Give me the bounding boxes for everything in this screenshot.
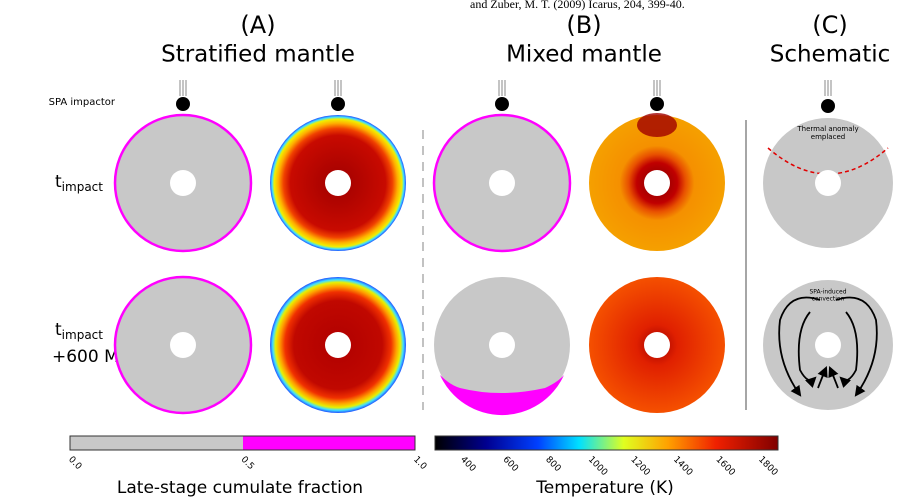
colorbar-tick-label: 1400 [671,455,694,478]
annotation: convection [812,296,845,303]
disks [115,80,893,415]
anomaly [637,113,677,137]
annotation: emplaced [811,133,845,141]
colorbar-segment [243,436,415,450]
colorbar-tick-label: 400 [458,455,477,474]
colorbar-tick-label: 1.0 [411,455,428,472]
colorbar-tick-label: 0.0 [66,455,83,472]
row-label: timpact [55,320,103,342]
colorbar-tick-label: 1200 [628,455,651,478]
figure: and Zuber, M. T. (2009) Icarus, 204, 399… [0,0,899,497]
annotation: Thermal anomaly [796,125,858,133]
colorbar-tick-label: 1800 [756,455,779,478]
colorbar-tick-label: 600 [501,455,520,474]
colorbar [435,436,778,450]
panel-letter: (A) [240,11,275,39]
colorbar-tick-label: 1600 [714,455,737,478]
row-subscript: impact [62,180,104,194]
panel-letter: (B) [566,11,601,39]
colorbar-label: Late-stage cumulate fraction [117,478,363,497]
row-label: timpact [55,172,103,194]
colorbar-segment [70,436,243,450]
colorbar-label: Temperature (K) [535,478,674,497]
row-subscript: impact [62,328,104,342]
panel-title: Mixed mantle [506,42,662,68]
impactors [176,80,835,113]
panel-title: Schematic [770,42,891,68]
annotation: SPA-induced [809,289,846,296]
impactor-label: SPA impactor [49,97,116,108]
panel-letter: (C) [812,11,847,39]
colorbar-tick-label: 800 [543,455,562,474]
colorbar-ticks: 0.0 0.5 1.0 400 600 800 1000 1200 1400 1600 1800 [66,455,779,478]
colorbar-tick-label: 0.5 [239,455,256,472]
colorbar-tick-label: 1000 [586,455,609,478]
citation: and Zuber, M. T. (2009) Icarus, 204, 399… [470,0,685,11]
panel-title: Stratified mantle [161,42,355,68]
